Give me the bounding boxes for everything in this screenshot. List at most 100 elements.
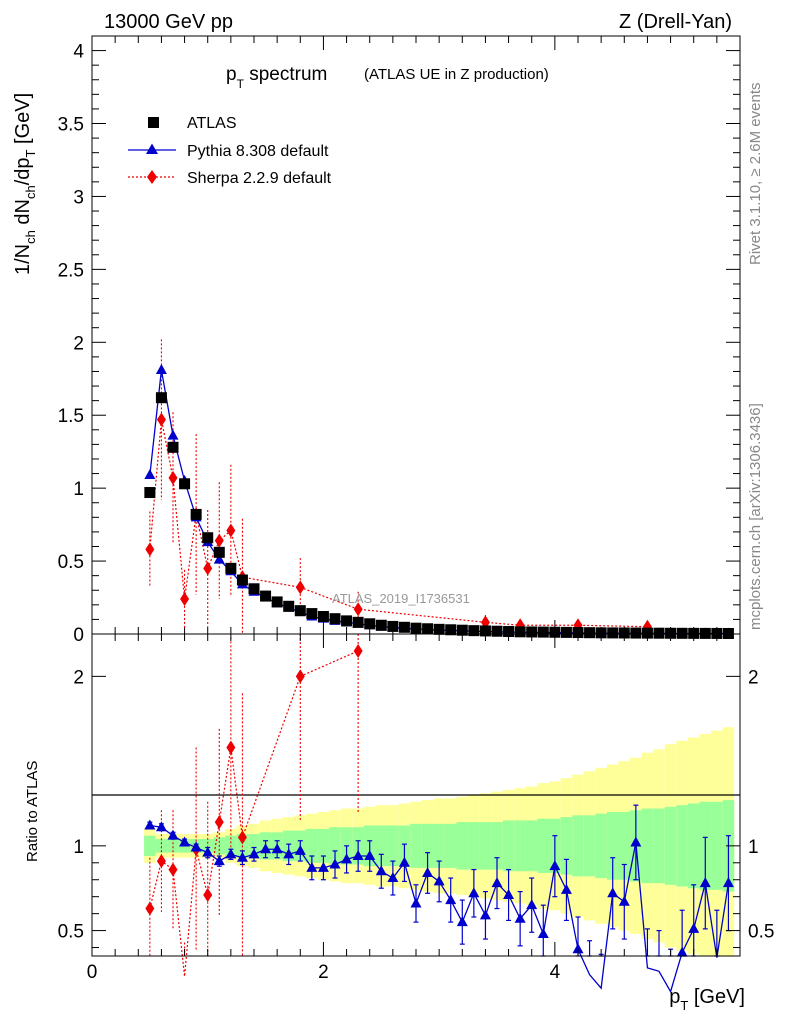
inner-uncertainty-band bbox=[514, 820, 526, 872]
atlas-point bbox=[364, 618, 376, 630]
sherpa-ratio-point bbox=[168, 862, 178, 877]
ratio-y-axis-label: Ratio to ATLAS bbox=[24, 761, 41, 862]
inner-uncertainty-band bbox=[606, 811, 619, 880]
main-y-tick-label: 0.5 bbox=[58, 552, 84, 573]
atlas-point bbox=[665, 627, 677, 639]
pythia-ratio-point bbox=[179, 836, 191, 847]
inner-uncertainty-band bbox=[468, 822, 480, 870]
pythia-ratio-point bbox=[248, 848, 260, 859]
atlas-point bbox=[398, 621, 410, 633]
atlas-point bbox=[433, 623, 445, 635]
atlas-point bbox=[653, 627, 665, 639]
pythia-ratio-point bbox=[271, 843, 283, 854]
atlas-point bbox=[260, 590, 272, 602]
analysis-watermark: ATLAS_2019_I1736531 bbox=[332, 591, 470, 606]
pythia-point bbox=[155, 364, 167, 375]
pythia-ratio-point bbox=[422, 866, 434, 877]
atlas-point bbox=[410, 622, 422, 634]
inner-uncertainty-band bbox=[375, 825, 388, 867]
energy-label: 13000 GeV pp bbox=[104, 11, 233, 33]
atlas-point bbox=[225, 562, 237, 574]
main-y-tick-label: 1 bbox=[73, 479, 84, 500]
atlas-point bbox=[572, 627, 584, 639]
inner-uncertainty-band bbox=[410, 823, 422, 868]
pythia-point bbox=[167, 429, 179, 440]
legend-pythia-label: Pythia 8.308 default bbox=[187, 143, 329, 160]
atlas-point bbox=[167, 441, 179, 453]
sherpa-ratio-point bbox=[226, 740, 236, 755]
legend-atlas-marker bbox=[148, 117, 159, 128]
pythia-ratio-point bbox=[236, 851, 248, 862]
pythia-ratio-point bbox=[294, 844, 306, 855]
pythia-ratio-point bbox=[433, 875, 445, 886]
inner-uncertainty-band bbox=[676, 805, 688, 887]
atlas-point bbox=[190, 508, 202, 520]
atlas-point bbox=[641, 627, 653, 639]
process-label: Z (Drell-Yan) bbox=[619, 11, 732, 33]
inner-uncertainty-band bbox=[687, 803, 700, 889]
pythia-ratio-point bbox=[306, 861, 318, 872]
ratio-y-tick-label-left: 0.5 bbox=[58, 922, 84, 943]
sherpa-ratio-point bbox=[145, 901, 155, 916]
sherpa-ratio-point bbox=[203, 887, 213, 902]
pythia-ratio-point bbox=[445, 894, 457, 905]
ratio-y-tick-label-left: 2 bbox=[73, 667, 84, 688]
atlas-point bbox=[341, 615, 353, 627]
atlas-point bbox=[699, 627, 711, 639]
inner-uncertainty-band bbox=[248, 833, 260, 858]
atlas-point bbox=[549, 626, 561, 638]
inner-uncertainty-band bbox=[456, 822, 469, 870]
inner-uncertainty-band bbox=[387, 825, 399, 867]
ratio-y-tick-label-right: 0.5 bbox=[748, 922, 774, 943]
atlas-point bbox=[618, 627, 630, 639]
atlas-point bbox=[144, 487, 156, 499]
pythia-ratio-point bbox=[514, 912, 526, 923]
atlas-point bbox=[306, 608, 318, 620]
atlas-point bbox=[375, 619, 387, 631]
pythia-ratio-point bbox=[630, 836, 642, 847]
x-tick-label: 0 bbox=[87, 962, 98, 983]
pythia-ratio-point bbox=[155, 821, 167, 832]
atlas-point bbox=[283, 600, 295, 612]
atlas-point bbox=[155, 392, 167, 404]
atlas-point bbox=[676, 627, 688, 639]
inner-uncertainty-band bbox=[641, 808, 654, 884]
x-tick-label: 2 bbox=[318, 962, 329, 983]
ratio-y-tick-label-right: 2 bbox=[748, 667, 759, 688]
sherpa-point bbox=[180, 591, 190, 606]
atlas-point bbox=[468, 625, 480, 637]
inner-uncertainty-band bbox=[479, 822, 492, 870]
main-y-tick-label: 0 bbox=[73, 625, 84, 646]
legend-atlas-label: ATLAS bbox=[187, 115, 237, 132]
inner-uncertainty-band bbox=[155, 839, 168, 853]
atlas-point bbox=[688, 627, 700, 639]
pythia-ratio-point bbox=[317, 861, 329, 872]
rivet-credit: Rivet 3.1.10, ≥ 2.6M events bbox=[747, 83, 764, 266]
pythia-ratio-point bbox=[491, 877, 503, 888]
inner-uncertainty-band bbox=[653, 808, 665, 884]
main-y-tick-label: 2.5 bbox=[58, 260, 84, 281]
atlas-point bbox=[560, 626, 572, 638]
inner-uncertainty-band bbox=[664, 806, 677, 885]
atlas-point bbox=[537, 626, 549, 638]
x-tick-label: 4 bbox=[550, 962, 561, 983]
mcplots-credit: mcplots.cern.ch [arXiv:1306.3436] bbox=[747, 403, 764, 630]
sherpa-ratio-series bbox=[145, 634, 363, 977]
inner-uncertainty-band bbox=[329, 827, 341, 865]
ratio-tick-labels: 0.5 0.5 1 1 2 2 0 2 4 bbox=[58, 667, 775, 983]
pythia-ratio-point bbox=[560, 883, 572, 894]
legend-pythia-marker bbox=[146, 143, 158, 154]
atlas-point bbox=[503, 626, 515, 638]
atlas-point bbox=[294, 605, 306, 617]
pythia-ratio-point bbox=[387, 872, 399, 883]
atlas-point bbox=[352, 616, 364, 628]
legend-sherpa-marker bbox=[147, 170, 157, 184]
inner-uncertainty-band bbox=[618, 811, 631, 880]
sherpa-point bbox=[214, 533, 224, 548]
sherpa-series bbox=[145, 339, 652, 634]
main-title: pT spectrum bbox=[226, 64, 327, 91]
atlas-point bbox=[202, 532, 214, 544]
pythia-ratio-point bbox=[329, 858, 341, 869]
pythia-ratio-point bbox=[503, 888, 515, 899]
